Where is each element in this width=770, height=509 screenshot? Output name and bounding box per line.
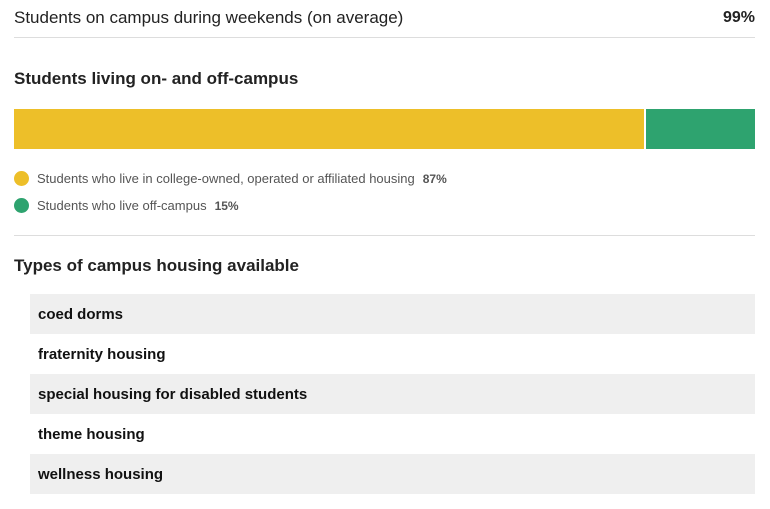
off-campus-color-dot (14, 198, 29, 213)
housing-split-bar (14, 109, 755, 149)
legend-item-off-campus: Students who live off-campus 15% (14, 192, 447, 219)
housing-types-title: Types of campus housing available (14, 256, 299, 275)
housing-split-section: Students living on- and off-campus Stude… (14, 50, 755, 236)
list-item: theme housing (38, 425, 145, 443)
off-campus-bar-segment (646, 109, 755, 149)
housing-split-legend: Students who live in college-owned, oper… (14, 165, 447, 219)
campus-life-panel: Students on campus during weekends (on a… (14, 0, 755, 494)
list-item: fraternity housing (38, 345, 166, 363)
list-item: coed dorms (30, 294, 755, 334)
list-item: wellness housing (30, 454, 755, 494)
list-item: special housing for disabled students (30, 374, 755, 414)
legend-pct-off-campus: 15% (214, 198, 239, 213)
legend-label-on-campus: Students who live in college-owned, oper… (37, 171, 415, 186)
weekend-stat-label: Students on campus during weekends (on a… (14, 7, 404, 27)
legend-label-off-campus: Students who live off-campus (37, 198, 207, 213)
legend-item-on-campus: Students who live in college-owned, oper… (14, 165, 447, 192)
legend-pct-on-campus: 87% (422, 171, 447, 186)
bar-divider (644, 109, 647, 149)
housing-split-title: Students living on- and off-campus (14, 69, 299, 88)
weekend-stat-row: Students on campus during weekends (on a… (14, 0, 755, 38)
weekend-stat-value: 99% (722, 8, 755, 26)
housing-types-list: coed dorms fraternity housing special ho… (30, 294, 755, 494)
on-campus-bar-segment (14, 109, 645, 149)
on-campus-color-dot (14, 171, 29, 186)
